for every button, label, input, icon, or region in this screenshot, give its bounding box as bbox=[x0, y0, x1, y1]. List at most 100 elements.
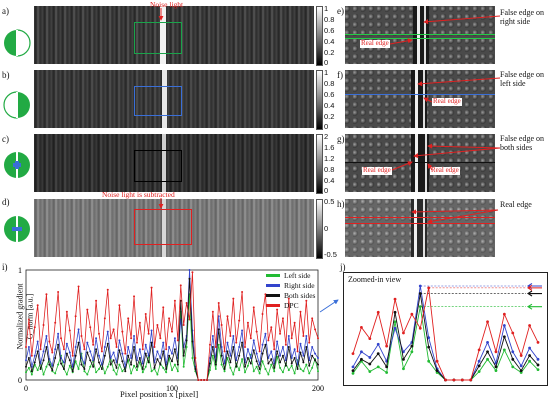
series-point bbox=[62, 361, 65, 364]
series-point bbox=[308, 364, 311, 367]
zoom-series-point bbox=[393, 326, 397, 330]
series-point bbox=[229, 335, 232, 337]
series-point bbox=[106, 342, 109, 345]
series-point bbox=[229, 361, 232, 364]
zoom-series-point bbox=[376, 310, 380, 314]
series-point bbox=[255, 365, 258, 368]
series-point bbox=[317, 337, 319, 340]
panel-letter: c) bbox=[2, 134, 9, 144]
zoom-series-point bbox=[519, 354, 523, 357]
zoom-series-point bbox=[528, 354, 531, 357]
both-sides-detector-icon bbox=[4, 152, 30, 178]
series-point bbox=[249, 337, 252, 340]
series-point bbox=[281, 371, 284, 374]
series-point bbox=[317, 370, 319, 373]
series-point bbox=[208, 362, 211, 365]
series-point bbox=[130, 372, 133, 375]
legend-item-both: Both sides bbox=[266, 290, 315, 300]
series-point bbox=[57, 363, 60, 366]
series-point bbox=[191, 340, 194, 343]
series-point bbox=[299, 368, 302, 370]
series-point bbox=[311, 346, 314, 348]
zoom-series-point bbox=[528, 359, 531, 363]
series-point bbox=[252, 339, 255, 342]
series-point bbox=[194, 357, 197, 359]
series-point bbox=[200, 379, 203, 381]
zoom-series-point bbox=[435, 369, 439, 372]
series-point bbox=[165, 371, 168, 374]
real-edge-label: Real edge bbox=[360, 39, 390, 48]
zoom-series-point bbox=[502, 348, 506, 352]
zoom-series-point bbox=[368, 362, 372, 366]
series-point bbox=[238, 369, 241, 372]
series-point bbox=[144, 343, 147, 346]
series-point bbox=[246, 348, 249, 351]
zoom-series-point bbox=[469, 378, 473, 382]
series-point bbox=[95, 299, 98, 302]
roi-box-green bbox=[134, 22, 182, 54]
roi-box-red bbox=[134, 209, 192, 245]
series-point bbox=[197, 379, 200, 381]
series-point bbox=[276, 340, 279, 343]
zoom-series-line-1 bbox=[352, 285, 539, 381]
zoom-series-point bbox=[368, 356, 372, 359]
series-point bbox=[89, 359, 92, 362]
series-point bbox=[211, 354, 214, 357]
series-point bbox=[261, 360, 264, 363]
series-point bbox=[27, 346, 30, 348]
series-point bbox=[244, 371, 246, 374]
zoom-series-point bbox=[460, 378, 464, 382]
series-point bbox=[92, 359, 95, 362]
micrograph-b bbox=[34, 70, 314, 128]
zoom-series-point bbox=[376, 352, 380, 356]
series-point bbox=[314, 352, 317, 355]
false-edge-note: False edge on both sides bbox=[500, 134, 544, 153]
series-point bbox=[103, 372, 106, 375]
x-tick-label: 200 bbox=[312, 384, 324, 393]
series-point bbox=[305, 363, 308, 366]
series-point bbox=[68, 359, 71, 362]
series-point bbox=[311, 317, 314, 320]
series-point bbox=[103, 317, 106, 320]
zoom-series-point bbox=[536, 341, 540, 344]
panel-letter: f) bbox=[337, 70, 343, 80]
series-point bbox=[302, 335, 305, 337]
series-point bbox=[223, 368, 226, 370]
series-point bbox=[203, 379, 206, 381]
series-point bbox=[194, 368, 197, 370]
series-point bbox=[42, 373, 45, 376]
zoom-series-point bbox=[368, 337, 372, 341]
micrograph-d bbox=[34, 199, 314, 257]
series-point bbox=[281, 346, 284, 348]
series-point bbox=[54, 357, 57, 359]
series-point bbox=[276, 350, 279, 353]
zoom-series-point bbox=[402, 350, 405, 354]
series-point bbox=[65, 373, 68, 376]
series-point bbox=[293, 348, 296, 351]
series-point bbox=[249, 357, 252, 359]
series-point bbox=[296, 350, 299, 353]
series-point bbox=[54, 372, 57, 375]
series-point bbox=[141, 348, 144, 351]
micrograph-a bbox=[34, 6, 314, 64]
series-point bbox=[121, 330, 124, 333]
series-point bbox=[127, 346, 130, 348]
series-point bbox=[135, 365, 138, 368]
series-point bbox=[284, 364, 287, 367]
series-point bbox=[39, 348, 42, 351]
zoom-series-point bbox=[536, 357, 540, 361]
series-point bbox=[317, 363, 319, 366]
series-point bbox=[165, 348, 168, 351]
series-point bbox=[211, 335, 214, 337]
zoom-series-point bbox=[494, 365, 498, 369]
series-point bbox=[279, 332, 282, 335]
series-point bbox=[147, 361, 150, 364]
y-tick-label: 0 bbox=[18, 376, 22, 385]
series-point bbox=[77, 285, 80, 288]
series-point bbox=[100, 368, 103, 370]
series-point bbox=[118, 349, 121, 352]
series-point bbox=[299, 351, 302, 354]
zoom-series-point bbox=[393, 320, 397, 324]
series-point bbox=[89, 365, 92, 368]
x-axis-label: Pixel position x [pixel] bbox=[120, 389, 199, 399]
